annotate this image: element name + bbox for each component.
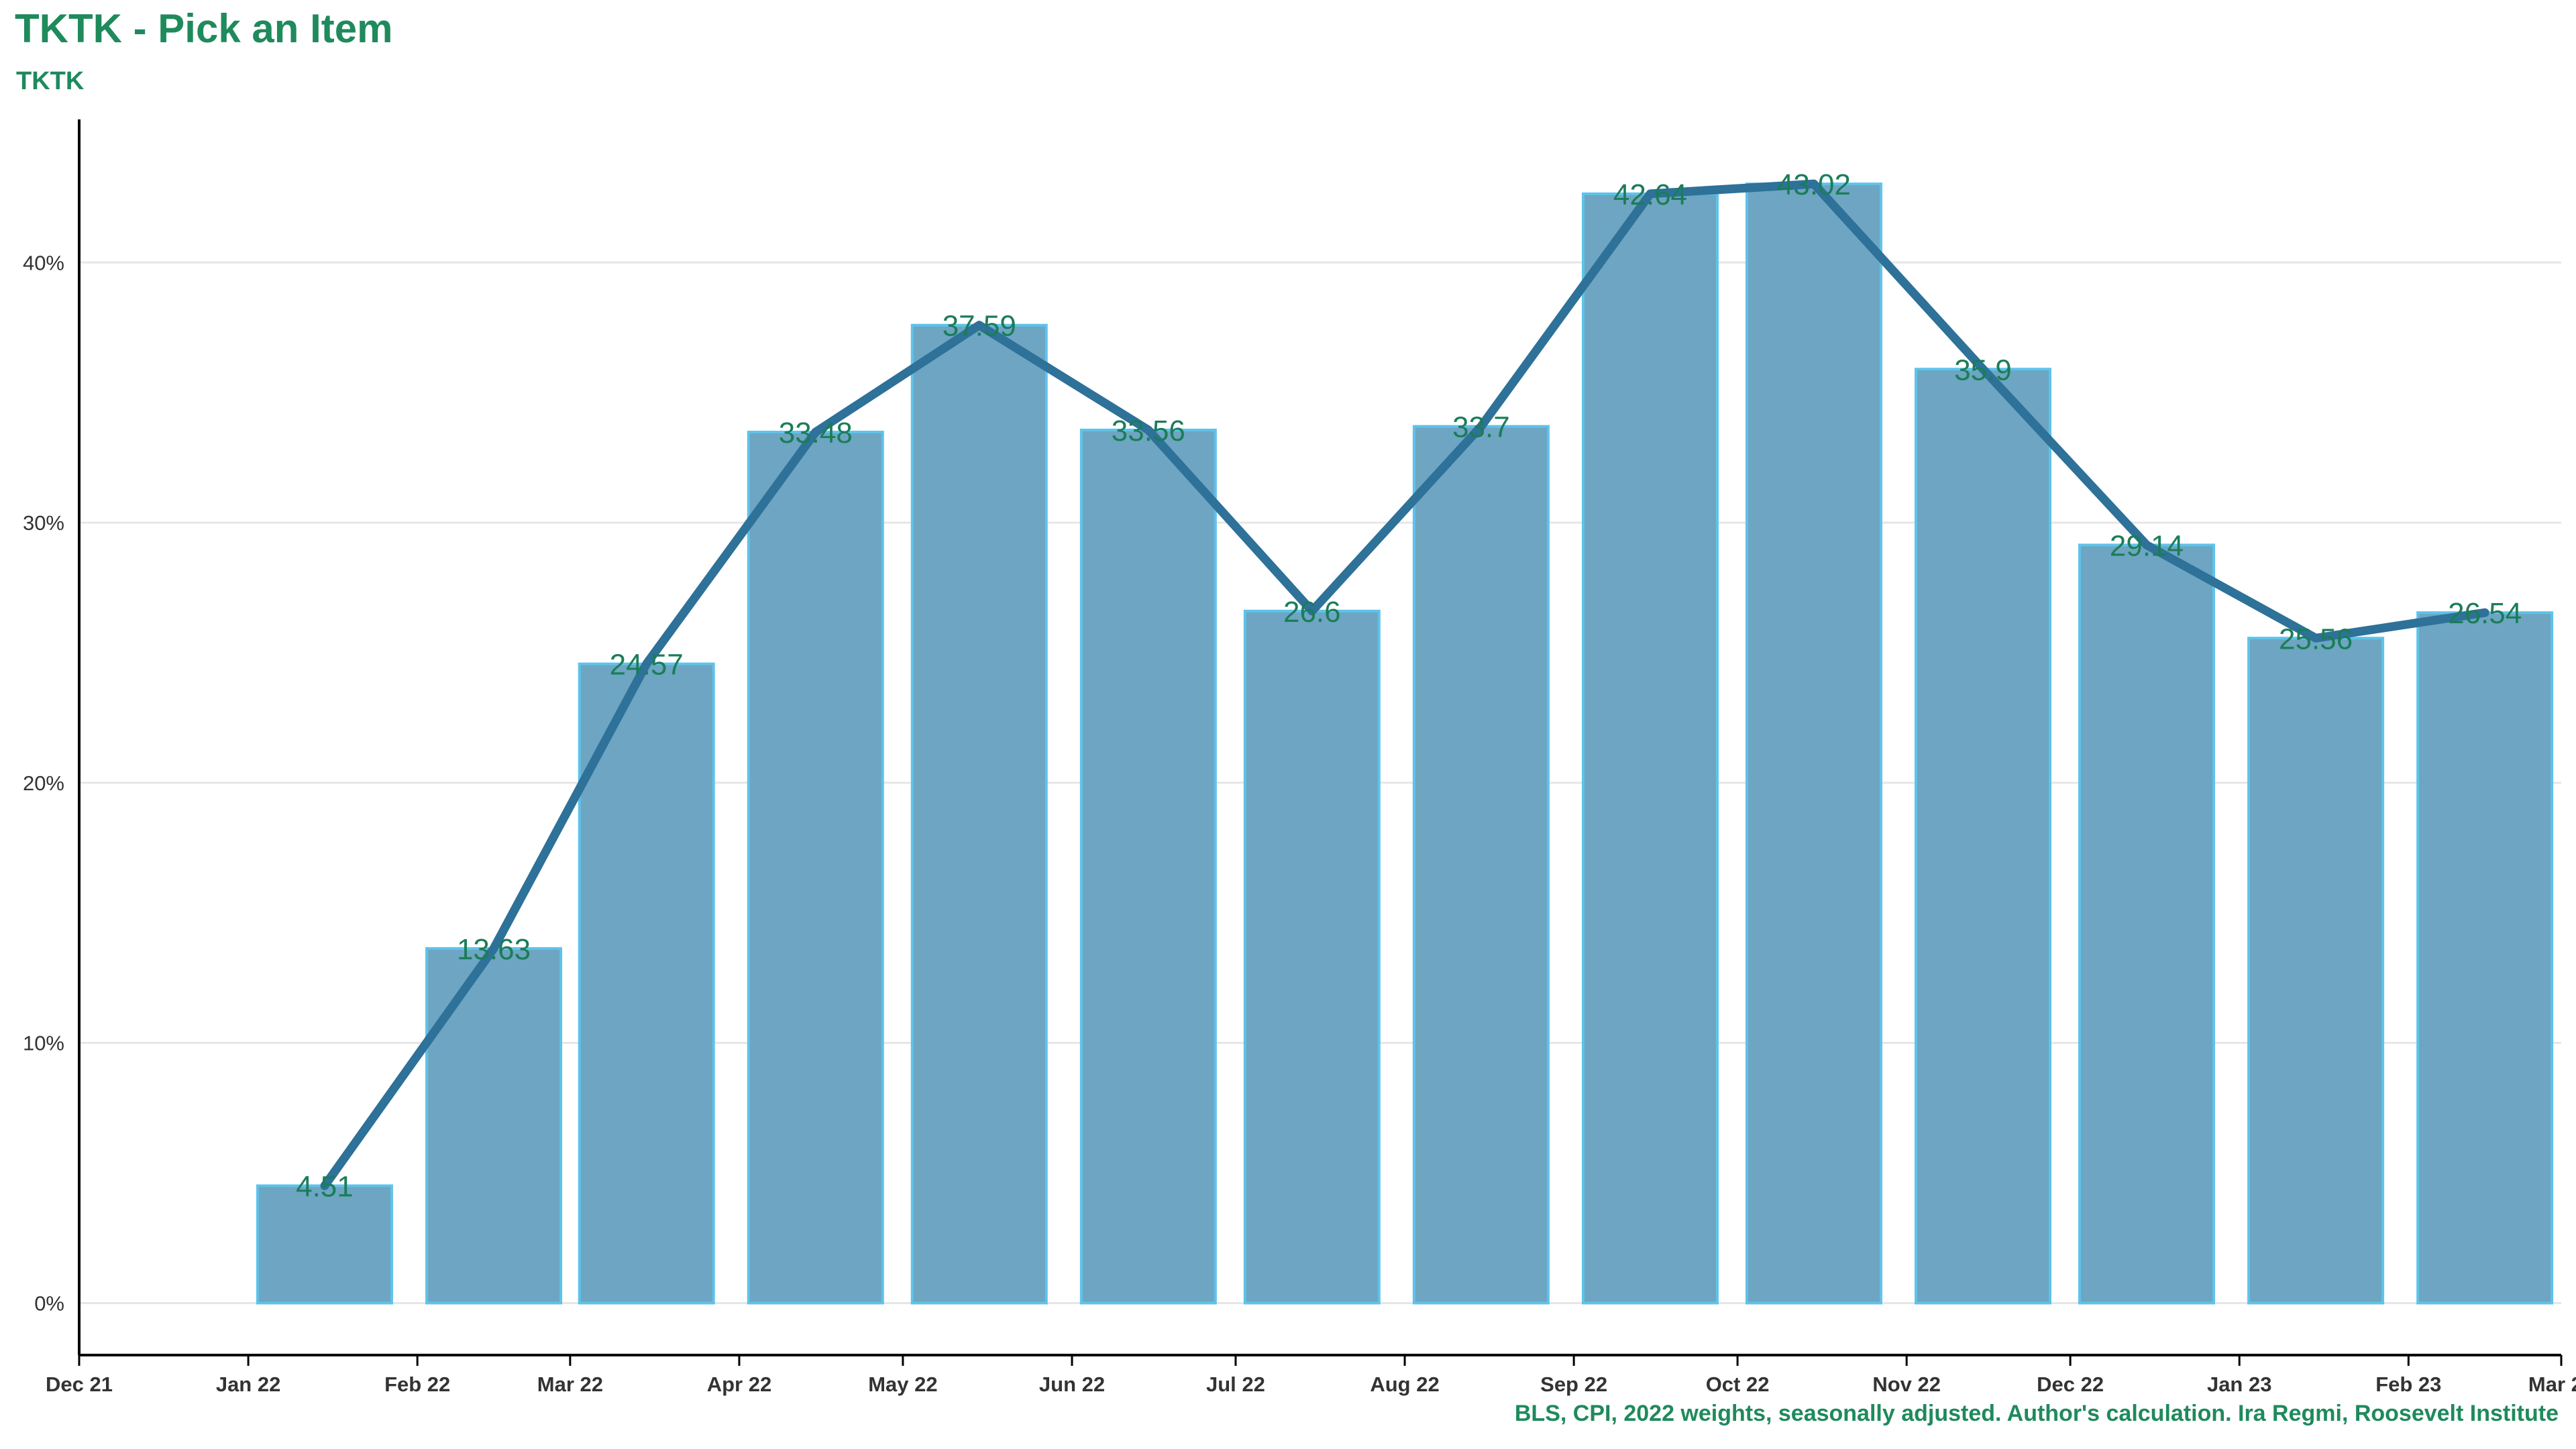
- bar: [2416, 611, 2554, 1305]
- bar: [425, 947, 563, 1305]
- y-tick-label: 10%: [23, 1032, 64, 1055]
- bar: [910, 323, 1048, 1305]
- bar: [578, 662, 715, 1305]
- source-caption: BLS, CPI, 2022 weights, seasonally adjus…: [1514, 1401, 2559, 1426]
- x-tick-label: Jul 22: [1206, 1373, 1265, 1396]
- data-labels: 4.51 13.63 24.57 33.48 37.59 33.56 26.6 33.7 42.…: [296, 168, 2522, 1203]
- data-label: 35.9: [1954, 354, 2012, 386]
- bar: [1915, 368, 2052, 1305]
- x-tick-label: Mar 22: [537, 1373, 603, 1396]
- data-label: 33.7: [1452, 411, 1510, 444]
- x-tick-label: Oct 22: [1706, 1373, 1770, 1396]
- data-label: 25.56: [2279, 623, 2353, 655]
- data-label: 33.56: [1112, 415, 1185, 447]
- series-line: [320, 179, 2489, 1191]
- x-tick-label: Feb 23: [2375, 1373, 2441, 1396]
- data-label: 24.57: [610, 649, 684, 682]
- y-tick-label: 0%: [34, 1291, 64, 1315]
- y-tick-label: 20%: [23, 771, 64, 795]
- data-label: 13.63: [457, 933, 531, 966]
- x-tick-label: Nov 22: [1872, 1373, 1941, 1396]
- x-tick-label: Jan 23: [2207, 1373, 2272, 1396]
- bar: [256, 1184, 393, 1305]
- x-tick-label: Dec 21: [46, 1373, 113, 1396]
- x-tick-label: Dec 22: [2037, 1373, 2104, 1396]
- x-tick-label: May 22: [868, 1373, 937, 1396]
- bar: [2078, 543, 2215, 1305]
- chart-title: TKTK - Pick an Item: [15, 6, 393, 51]
- data-label: 42.64: [1613, 178, 1687, 211]
- trend-line: [320, 179, 2489, 1191]
- x-tick-label: Jan 22: [216, 1373, 281, 1396]
- x-tick-label: Sep 22: [1540, 1373, 1607, 1396]
- x-tick-label: Aug 22: [1370, 1373, 1439, 1396]
- x-tick-label: Apr 22: [707, 1373, 771, 1396]
- bar: [1243, 609, 1381, 1305]
- bar: [1581, 192, 1719, 1305]
- y-tick-label: 40%: [23, 251, 64, 274]
- data-label: 43.02: [1777, 168, 1851, 201]
- data-label: 33.48: [779, 417, 853, 449]
- bar: [1745, 182, 1882, 1305]
- data-label: 26.54: [2448, 597, 2522, 630]
- bar: [1079, 429, 1217, 1305]
- bar: [1412, 425, 1550, 1305]
- y-tick-label: 30%: [23, 511, 64, 535]
- bars: [256, 182, 2554, 1305]
- bar: [747, 431, 884, 1305]
- data-label: 26.6: [1283, 596, 1341, 629]
- axes: 0% 10% 20% 30% 40% Dec 21 Jan 22 Feb 22 Mar 22 Ap…: [23, 119, 2576, 1396]
- data-label: 29.14: [2110, 529, 2184, 562]
- x-tick-label: Feb 22: [384, 1373, 450, 1396]
- chart-subtitle: TKTK: [16, 67, 85, 95]
- x-tick-label: Jun 22: [1039, 1373, 1105, 1396]
- data-label: 37.59: [943, 310, 1016, 343]
- x-tick-label: Mar 23: [2528, 1373, 2576, 1396]
- data-label: 4.51: [296, 1171, 354, 1203]
- bar: [2247, 637, 2385, 1305]
